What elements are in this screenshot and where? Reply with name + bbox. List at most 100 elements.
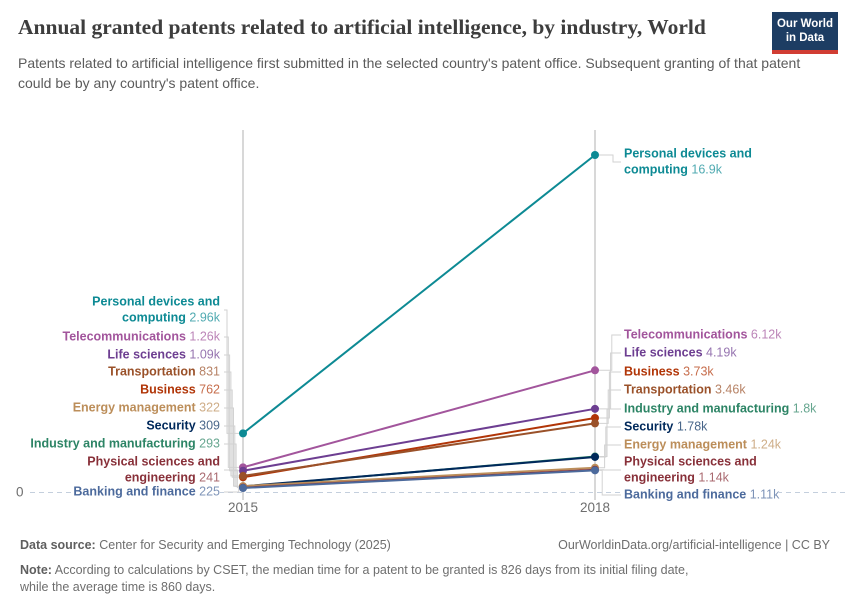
series-dot-2018 bbox=[591, 366, 599, 375]
series-name: Telecommunications bbox=[624, 327, 748, 342]
license-link: OurWorldinData.org/artificial-intelligen… bbox=[558, 538, 830, 552]
series-label-right: Telecommunications 6.12k bbox=[624, 327, 782, 343]
leader-line-right bbox=[599, 426, 621, 458]
series-label-right: Transportation 3.46k bbox=[624, 382, 746, 398]
series-label-right: Security 1.78k bbox=[624, 419, 708, 435]
series-value: 762 bbox=[199, 382, 220, 397]
footnote-text: According to calculations by CSET, the m… bbox=[20, 562, 689, 595]
leader-line-left bbox=[224, 336, 239, 468]
series-name: Industry and manufacturing bbox=[30, 436, 196, 451]
series-dot-2018 bbox=[591, 466, 599, 475]
data-source-text: Center for Security and Emerging Technol… bbox=[99, 538, 391, 552]
leader-line-right bbox=[599, 352, 621, 410]
series-name: Physical sciences and engineering bbox=[87, 454, 220, 485]
series-label-left: Industry and manufacturing 293 bbox=[30, 436, 220, 452]
series-value: 6.12k bbox=[750, 327, 782, 342]
series-line bbox=[242, 154, 596, 435]
series-label-left: Transportation 831 bbox=[108, 364, 220, 380]
series-label-left: Security 309 bbox=[146, 418, 220, 434]
leader-line-left bbox=[224, 443, 239, 488]
footnote: Note: According to calculations by CSET,… bbox=[20, 562, 712, 597]
series-name: Energy management bbox=[72, 400, 196, 415]
chart-subtitle: Patents related to artificial intelligen… bbox=[18, 54, 801, 91]
series-label-left: Physical sciences and engineering 241 bbox=[74, 454, 220, 486]
series-label-right: Banking and finance 1.11k bbox=[624, 487, 780, 503]
series-line bbox=[242, 407, 596, 472]
series-name: Banking and finance bbox=[624, 487, 747, 502]
series-name: Business bbox=[140, 382, 196, 397]
chart-footer: Data source: Center for Security and Eme… bbox=[20, 537, 830, 597]
series-name: Energy management bbox=[624, 437, 747, 452]
series-value: 3.73k bbox=[683, 364, 714, 379]
series-name: Security bbox=[624, 419, 674, 434]
x-tick-2018: 2018 bbox=[577, 500, 613, 515]
series-line bbox=[242, 422, 596, 477]
series-label-left: Energy management 322 bbox=[72, 400, 220, 416]
series-value: 1.78k bbox=[676, 419, 708, 434]
footnote-label: Note: bbox=[20, 562, 52, 577]
series-name: Telecommunications bbox=[62, 329, 186, 344]
data-source-label: Data source: bbox=[20, 538, 96, 552]
series-value: 225 bbox=[199, 484, 220, 499]
leader-line-left bbox=[224, 469, 239, 489]
series-name: Personal devices and computing bbox=[624, 146, 752, 177]
series-value: 16.9k bbox=[691, 162, 722, 176]
data-source: Data source: Center for Security and Eme… bbox=[20, 537, 391, 555]
series-label-right: Physical sciences and engineering 1.14k bbox=[624, 454, 774, 486]
leader-line-right bbox=[599, 408, 621, 458]
series-value: 4.19k bbox=[706, 345, 737, 360]
chart-header: Annual granted patents related to artifi… bbox=[18, 14, 832, 93]
series-name: Transportation bbox=[108, 364, 196, 379]
leader-line-left bbox=[224, 371, 239, 477]
series-label-left: Telecommunications 1.26k bbox=[62, 329, 220, 345]
series-dot-2018 bbox=[591, 404, 599, 413]
series-dot-2015 bbox=[239, 484, 247, 493]
leader-line-right bbox=[599, 444, 621, 469]
series-name: Physical sciences and engineering bbox=[624, 454, 757, 485]
series-line bbox=[242, 466, 596, 488]
leader-line-left bbox=[224, 407, 239, 487]
series-value: 1.26k bbox=[189, 329, 220, 344]
series-label-left: Personal devices and computing 2.96k bbox=[74, 294, 220, 326]
leader-line-right bbox=[599, 371, 621, 419]
series-name: Transportation bbox=[624, 382, 712, 397]
series-label-right: Life sciences 4.19k bbox=[624, 345, 737, 361]
series-value: 2.96k bbox=[189, 310, 220, 324]
series-dot-2018 bbox=[591, 419, 599, 428]
series-value: 309 bbox=[199, 418, 220, 433]
series-dot-2015 bbox=[239, 429, 247, 438]
series-value: 3.46k bbox=[715, 382, 746, 397]
owid-logo: Our World in Data bbox=[772, 12, 838, 54]
series-value: 293 bbox=[199, 436, 220, 451]
series-name: Life sciences bbox=[624, 345, 703, 360]
leader-line-right bbox=[599, 389, 621, 424]
leader-line-left bbox=[224, 487, 240, 493]
series-value: 1.14k bbox=[698, 470, 729, 484]
leader-line-right bbox=[599, 469, 621, 496]
page-title: Annual granted patents related to artifi… bbox=[18, 15, 706, 39]
y-tick-zero: 0 bbox=[14, 484, 26, 500]
series-value: 1.11k bbox=[749, 487, 780, 502]
series-line bbox=[242, 469, 596, 490]
series-label-right: Business 3.73k bbox=[624, 364, 714, 380]
leader-line-right bbox=[599, 154, 621, 163]
series-name: Life sciences bbox=[107, 347, 186, 362]
series-value: 241 bbox=[199, 470, 220, 484]
x-tick-2015: 2015 bbox=[225, 500, 261, 515]
series-value: 322 bbox=[199, 400, 220, 415]
series-label-left: Banking and finance 225 bbox=[73, 484, 220, 500]
series-name: Security bbox=[146, 418, 196, 433]
series-value: 1.09k bbox=[189, 347, 220, 362]
source-row: Data source: Center for Security and Eme… bbox=[20, 537, 830, 555]
series-line bbox=[242, 369, 596, 469]
series-label-left: Business 762 bbox=[140, 382, 220, 398]
series-name: Industry and manufacturing bbox=[624, 401, 790, 416]
series-line bbox=[242, 455, 596, 488]
series-value: 831 bbox=[199, 364, 220, 379]
series-dot-2015 bbox=[239, 471, 247, 480]
series-dot-2018 bbox=[591, 151, 599, 159]
owid-logo-line2: in Data bbox=[785, 32, 825, 45]
series-label-right: Personal devices and computing 16.9k bbox=[624, 146, 774, 178]
owid-logo-line1: Our World bbox=[776, 18, 833, 30]
